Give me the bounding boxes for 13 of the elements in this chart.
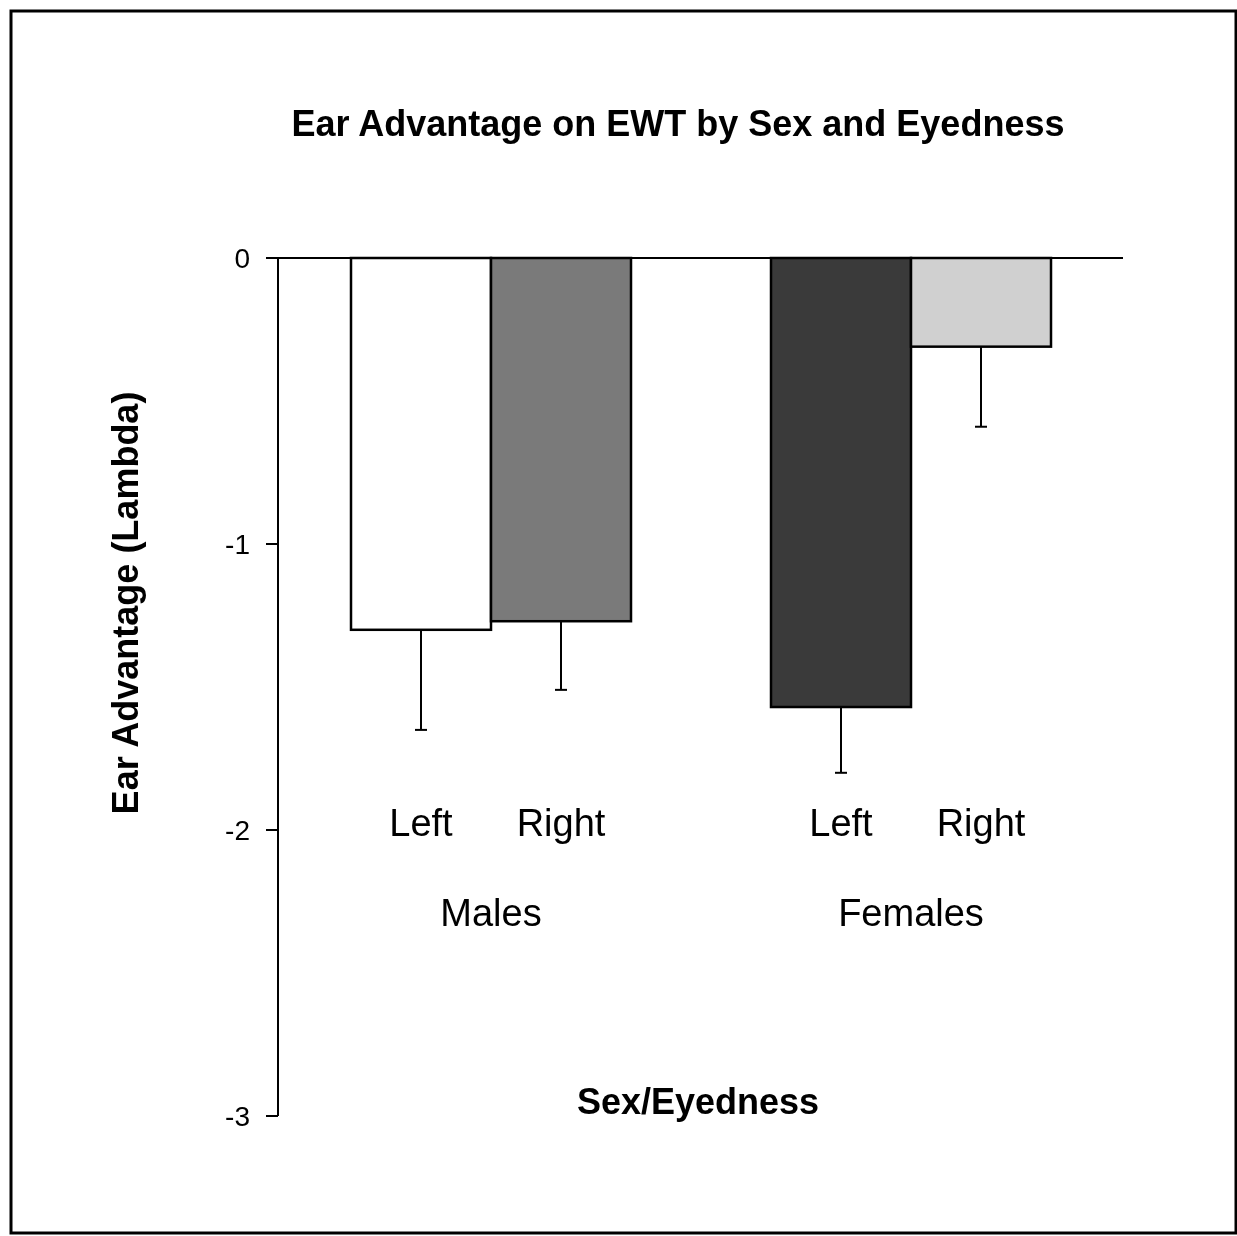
annotation: Males [440, 892, 542, 934]
annotation: Females [838, 892, 984, 934]
x-tick-label: Right [516, 802, 606, 844]
y-tick-label: -1 [225, 529, 250, 560]
y-tick-label: 0 [234, 243, 250, 274]
x-tick-label: Left [809, 802, 874, 844]
chart-title: Ear Advantage on EWT by Sex and Eyedness [291, 103, 1065, 144]
x-axis-title: Sex/Eyedness [576, 1081, 820, 1122]
y-tick-label: -3 [225, 1101, 250, 1132]
y-tick-label: -2 [225, 815, 250, 846]
x-tick-label: Right [936, 802, 1026, 844]
y-axis-title: Ear Advantage (Lambda) [105, 391, 146, 815]
x-tick-label: Left [389, 802, 454, 844]
